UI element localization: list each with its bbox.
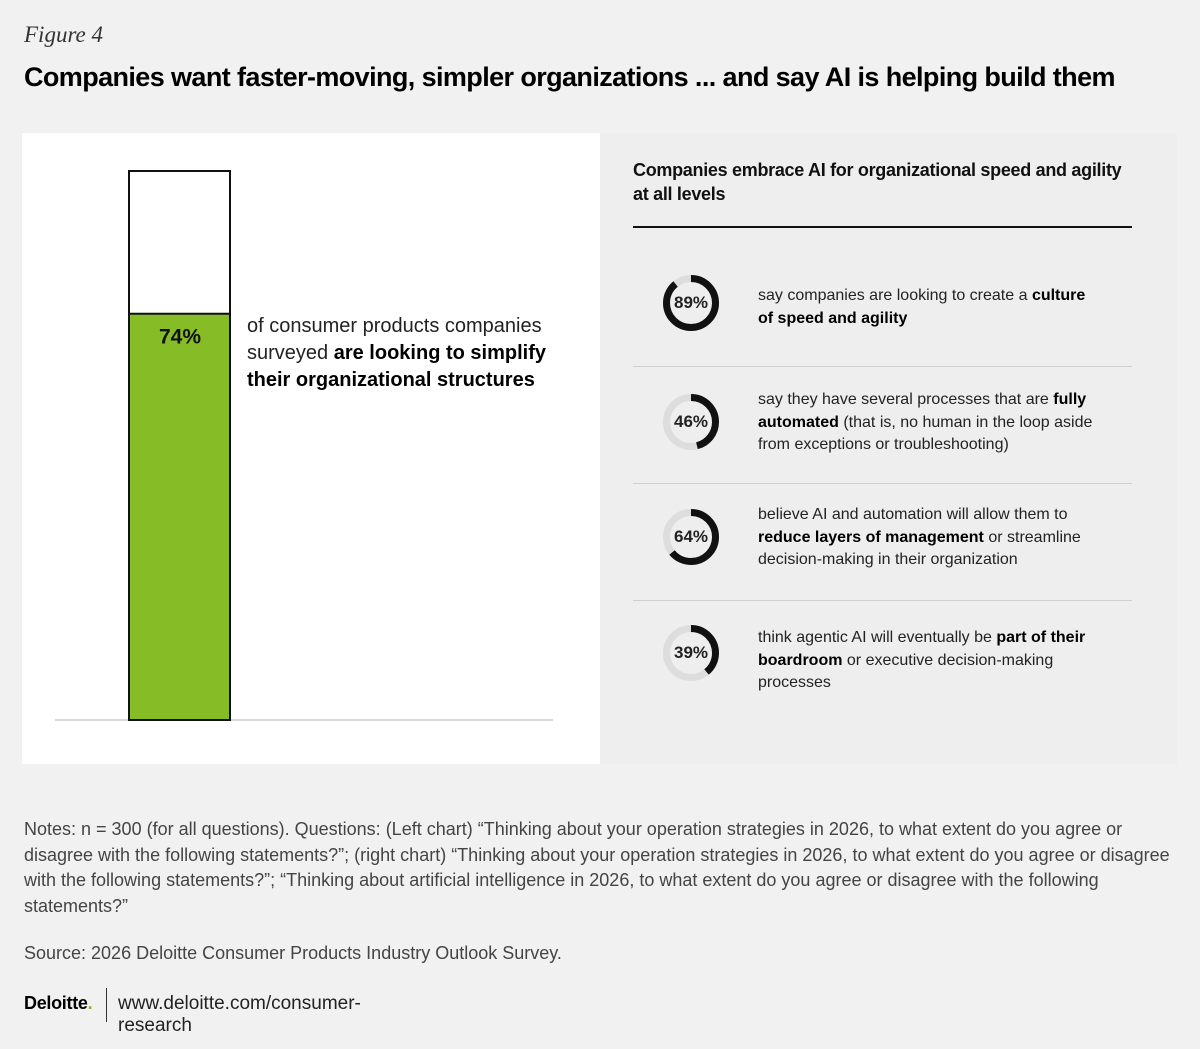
figure-label: Figure 4 (24, 22, 103, 47)
stat-text-part: (that is, no human in the loop aside fro… (758, 413, 1093, 454)
donut-svg (663, 509, 719, 565)
source: Source: 2026 Deloitte Consumer Products … (24, 943, 562, 963)
stat-text-part: believe AI and automation will allow the… (758, 506, 1068, 523)
donut-value-label: 64% (673, 527, 709, 546)
main-title: Companies want faster-moving, simpler or… (24, 62, 1116, 92)
bar-chart: 74% (55, 170, 553, 722)
donut-svg (663, 394, 719, 450)
donut-arc (663, 394, 719, 450)
stat-text: say companies are looking to create a cu… (758, 285, 1098, 330)
donut-value-label: 89% (673, 293, 709, 312)
donut-arc (663, 275, 719, 331)
stat-row: 89% say companies are looking to create a… (600, 253, 1177, 370)
stat-divider (633, 600, 1132, 601)
donut-value-label: 39% (673, 643, 709, 662)
bar-description-text: of consumer products companies surveyed (247, 315, 542, 364)
stat-text-emphasis: fully automated (758, 391, 1087, 431)
donut-svg (663, 625, 719, 681)
stat-text-emphasis: culture of speed and agility (758, 287, 1086, 327)
bar-fill (128, 312, 231, 722)
donut-value-label: 46% (673, 412, 709, 431)
donut-chart: 89% (661, 273, 721, 333)
stat-text: say they have several processes that are… (758, 389, 1098, 457)
donut-svg (663, 275, 719, 331)
stat-divider (633, 366, 1132, 367)
stat-text-part: say companies are looking to create a (758, 287, 1032, 304)
brand-name: Deloitte (24, 993, 88, 1013)
title-divider (633, 226, 1132, 228)
stat-text-part: say they have several processes that are (758, 391, 1054, 408)
stat-text-part: or streamline decision-making in their o… (758, 528, 1081, 569)
donut-chart: 46% (661, 392, 721, 452)
stat-text-part: or executive decision-making processes (758, 651, 1054, 692)
brand-dot: . (87, 993, 93, 1013)
stat-text: believe AI and automation will allow the… (758, 504, 1098, 572)
bar-value-label: 74% (159, 326, 201, 349)
footer-url[interactable]: www.deloitte.com/consumer-research (118, 993, 361, 1036)
stat-row: 64% believe AI and automation will allow … (600, 487, 1177, 604)
donut-arc (663, 509, 719, 565)
donut-chart: 64% (661, 507, 721, 567)
stat-text-part: think agentic AI will eventually be (758, 629, 997, 646)
right-chart-panel: Companies embrace AI for organizational … (600, 133, 1177, 764)
stat-row: 39% think agentic AI will eventually be p… (600, 604, 1177, 721)
bar-description-emphasis: are looking to simplify their organizati… (247, 342, 546, 391)
stat-row: 46% say they have several processes that … (600, 370, 1177, 487)
bar-description: of consumer products companies surveyed … (247, 313, 592, 394)
stat-text-emphasis: reduce layers of management (758, 528, 984, 546)
notes: Notes: n = 300 (for all questions). Ques… (24, 819, 1170, 916)
stat-text: think agentic AI will eventually be part… (758, 627, 1098, 695)
footer-divider (106, 988, 107, 1022)
deloitte-logo: Deloitte. (24, 993, 93, 1014)
right-chart-title: Companies embrace AI for organizational … (633, 160, 1122, 204)
stat-divider (633, 483, 1132, 484)
stat-text-emphasis: part of their boardroom (758, 629, 1086, 669)
left-chart-panel: 74% of consumer products companies surve… (22, 133, 600, 764)
donut-chart: 39% (661, 623, 721, 683)
donut-arc (663, 625, 719, 681)
